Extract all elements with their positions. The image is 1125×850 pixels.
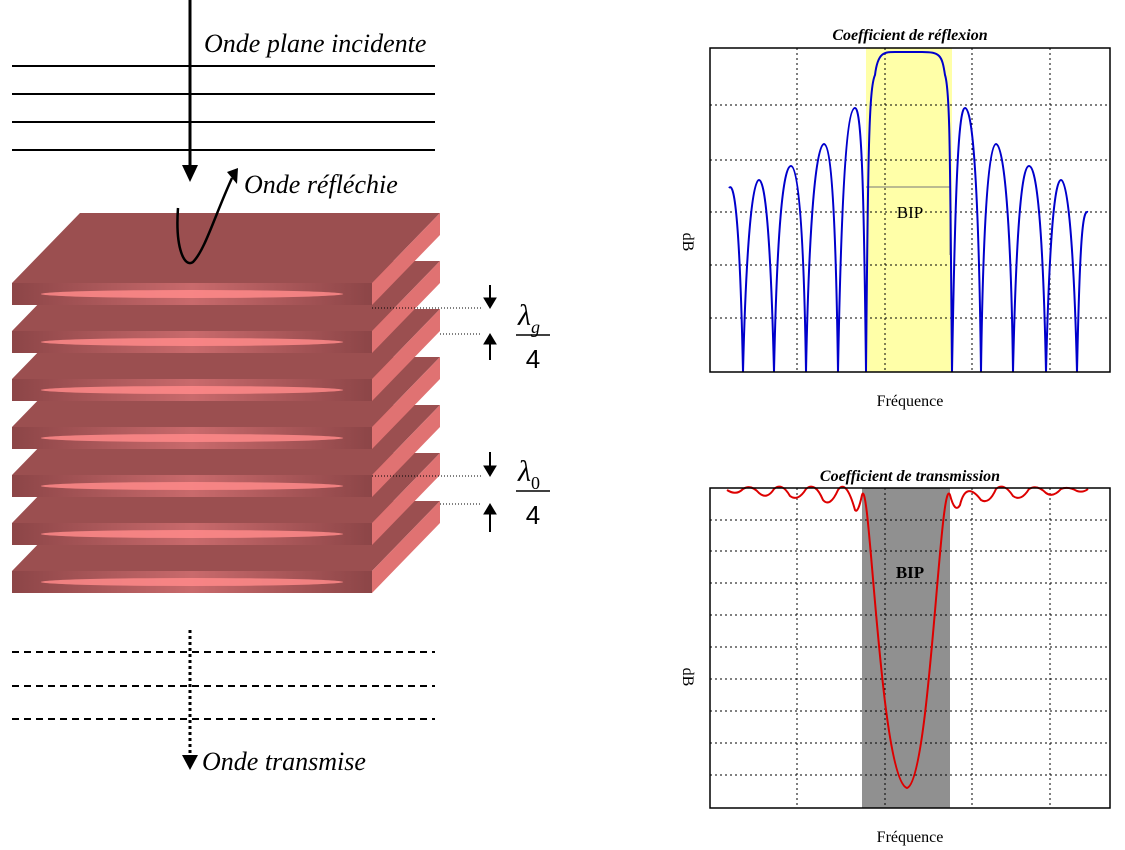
slab-glow (41, 530, 343, 538)
band-label: BIP (897, 203, 923, 222)
transmitted-label: Onde transmise (202, 747, 366, 776)
slab-glow (41, 482, 343, 490)
slab-glow (41, 578, 343, 586)
transmission-plot: Coefficient de transmission BIP dB Fréqu… (679, 468, 1110, 846)
plot-title: Coefficient de transmission (820, 468, 1000, 485)
incident-wave (12, 0, 435, 182)
lambda-0: λ0 (517, 455, 540, 493)
band-gap (862, 488, 950, 808)
lambda-symbol: λ (517, 299, 531, 332)
plot-title: Coefficient de réflexion (832, 27, 987, 44)
lambda-denominator: 4 (526, 344, 540, 374)
reflected-label: Onde réfléchie (244, 170, 398, 199)
lambda-g: λg (517, 299, 540, 337)
slab-glow (41, 290, 343, 298)
slab-top (12, 213, 440, 283)
lambda-subscript: g (531, 317, 540, 337)
lambda-subscript: 0 (531, 473, 540, 493)
layer-stack (12, 213, 440, 593)
reflection-plot: Coefficient de réflexion BIP dB Fréquenc… (679, 27, 1110, 410)
y-axis-label: dB (679, 668, 696, 687)
y-axis-label: dB (679, 233, 696, 252)
x-axis-label: Fréquence (877, 829, 944, 846)
arrow-head (227, 168, 238, 184)
slab-glow (41, 338, 343, 346)
slab-glow (41, 434, 343, 442)
x-axis-label: Fréquence (877, 393, 944, 410)
band-label: BIP (896, 563, 924, 582)
lambda-denominator: 4 (526, 500, 540, 530)
lambda-symbol: λ (517, 455, 531, 488)
slab-glow (41, 386, 343, 394)
figure: Onde plane incidente Onde réfléchie Onde… (0, 0, 1125, 850)
incident-label: Onde plane incidente (204, 29, 426, 58)
